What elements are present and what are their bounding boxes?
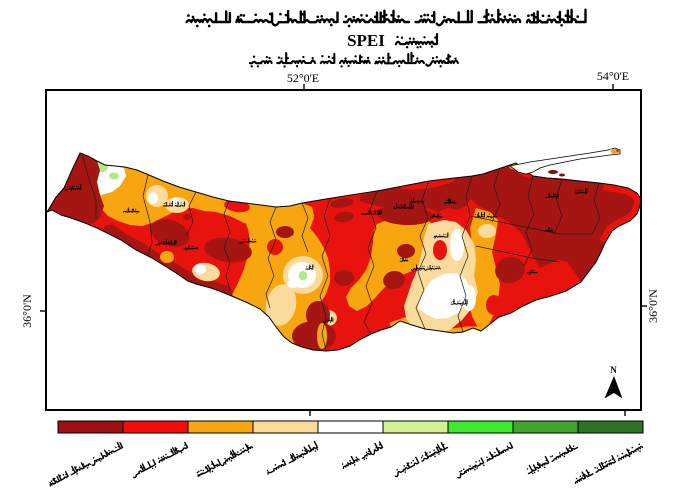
svg-text:52°0'E: 52°0'E [287, 71, 319, 85]
svg-text:54°0'E: 54°0'E [597, 69, 629, 83]
svg-text:N: N [610, 365, 617, 375]
svg-text:SPEI: SPEI [347, 31, 385, 50]
svg-text:36°0'N: 36°0'N [20, 294, 34, 328]
svg-text:36°0'N: 36°0'N [646, 289, 660, 323]
